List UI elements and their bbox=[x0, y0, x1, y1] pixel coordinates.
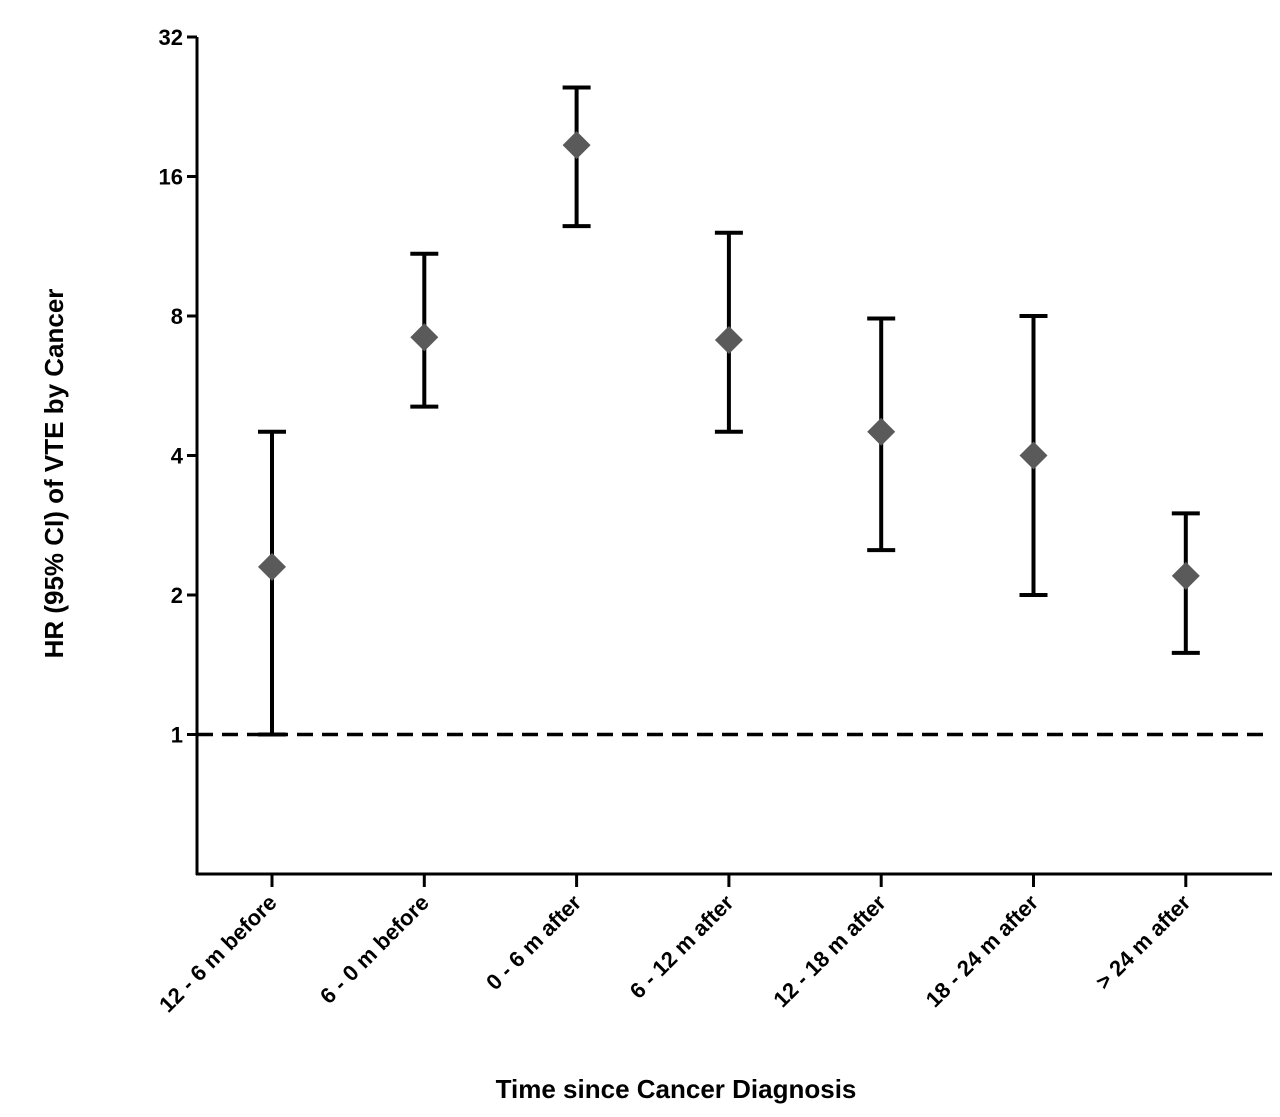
y-tick-label: 32 bbox=[159, 25, 183, 50]
data-point bbox=[562, 131, 591, 160]
data-point bbox=[258, 552, 286, 581]
x-ticks: 12 - 6 m before 6 - 0 m before 0 - 6 m aft… bbox=[154, 874, 1196, 1017]
data-point bbox=[410, 323, 439, 352]
x-tick-label: 6 - 12 m after bbox=[625, 890, 739, 1004]
error-bars bbox=[258, 85, 1200, 737]
x-tick-label: 12 - 6 m before bbox=[154, 890, 281, 1017]
y-tick-label: 1 bbox=[171, 723, 183, 748]
data-point bbox=[1171, 561, 1200, 590]
y-tick-label: 8 bbox=[171, 304, 183, 329]
axes bbox=[195, 37, 1272, 876]
y-axis-title: HR (95% CI) of VTE by Cancer bbox=[39, 289, 69, 659]
y-tick-label: 16 bbox=[159, 165, 183, 190]
y-tick-label: 2 bbox=[171, 583, 183, 608]
x-tick-label: 0 - 6 m after bbox=[481, 890, 586, 995]
error-bar bbox=[258, 429, 286, 737]
x-tick-label: 12 - 18 m after bbox=[768, 890, 891, 1013]
x-tick-label: > 24 m after bbox=[1091, 890, 1196, 995]
x-tick-label: 6 - 0 m before bbox=[315, 890, 434, 1009]
x-axis-title: Time since Cancer Diagnosis bbox=[496, 1074, 857, 1104]
x-tick-label: 18 - 24 m after bbox=[921, 890, 1044, 1013]
data-point bbox=[1019, 441, 1048, 470]
y-ticks: 1 2 4 8 16 32 bbox=[159, 25, 197, 748]
data-point bbox=[867, 417, 896, 446]
data-point bbox=[714, 326, 743, 355]
y-tick-label: 4 bbox=[171, 444, 184, 469]
points bbox=[258, 131, 1200, 590]
